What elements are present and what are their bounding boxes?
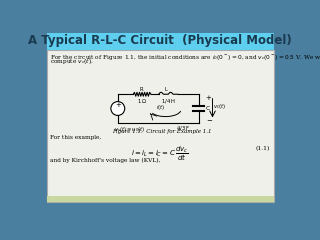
Text: $4/3\,\mathrm{F}$: $4/3\,\mathrm{F}$ xyxy=(176,124,190,132)
Text: $v_s(t) = u_0(t)$: $v_s(t) = u_0(t)$ xyxy=(114,125,145,134)
Text: For this example,: For this example, xyxy=(50,135,101,140)
Text: $i = i_L = i_C = C\,\dfrac{dv_c}{dt}$: $i = i_L = i_C = C\,\dfrac{dv_c}{dt}$ xyxy=(131,144,189,163)
Text: $1/4\,\mathrm{H}$: $1/4\,\mathrm{H}$ xyxy=(161,96,175,105)
Text: $i(t)$: $i(t)$ xyxy=(156,103,165,112)
FancyBboxPatch shape xyxy=(47,50,274,202)
Text: (1.1): (1.1) xyxy=(256,146,270,151)
FancyBboxPatch shape xyxy=(47,33,274,50)
Text: and by Kirchhoff's voltage law (KVL),: and by Kirchhoff's voltage law (KVL), xyxy=(50,158,161,163)
Text: compute $v_c(t)$.: compute $v_c(t)$. xyxy=(50,57,94,66)
Text: $1\,\Omega$: $1\,\Omega$ xyxy=(137,96,147,105)
Text: L: L xyxy=(165,87,168,92)
Text: Figure 1.1.  Circuit for Example 1.1: Figure 1.1. Circuit for Example 1.1 xyxy=(112,129,212,134)
Circle shape xyxy=(111,102,125,115)
FancyBboxPatch shape xyxy=(41,29,287,214)
Text: $v_C(t)$: $v_C(t)$ xyxy=(213,102,227,111)
FancyBboxPatch shape xyxy=(47,196,274,202)
Text: C: C xyxy=(205,106,210,111)
Text: +: + xyxy=(115,102,121,108)
Text: $-$: $-$ xyxy=(205,116,213,122)
Text: +: + xyxy=(205,95,212,101)
Text: For the circuit of Figure 1.1, the initial conditions are $i_0(0^-) = 0$, and $v: For the circuit of Figure 1.1, the initi… xyxy=(50,53,320,62)
Text: R: R xyxy=(139,87,143,92)
Text: A Typical R-L-C Circuit  (Physical Model): A Typical R-L-C Circuit (Physical Model) xyxy=(28,34,292,47)
